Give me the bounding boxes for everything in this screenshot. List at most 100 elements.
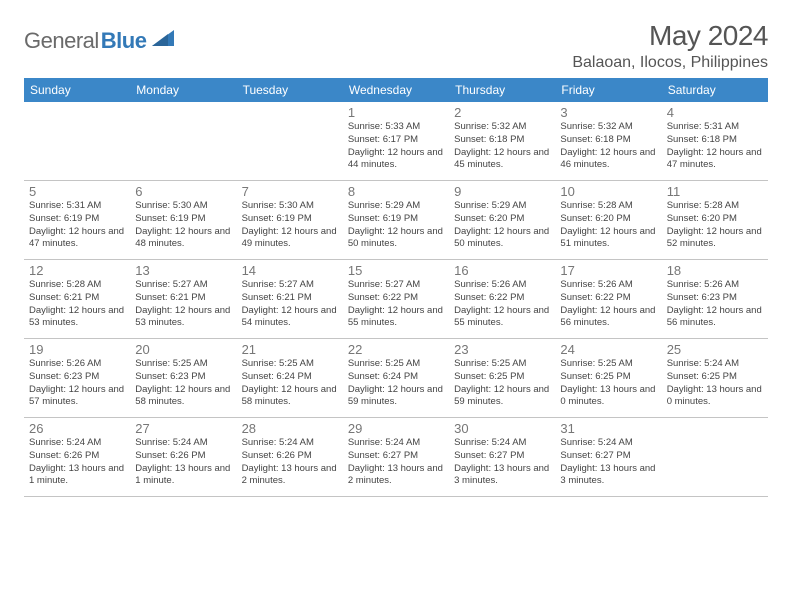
day-number: 16 bbox=[454, 263, 550, 278]
weekday-sunday: Sunday bbox=[24, 78, 130, 102]
day-number: 20 bbox=[135, 342, 231, 357]
calendar: Sunday Monday Tuesday Wednesday Thursday… bbox=[24, 78, 768, 497]
day-cell: 25Sunrise: 5:24 AMSunset: 6:25 PMDayligh… bbox=[662, 339, 768, 417]
day-cell bbox=[130, 102, 236, 180]
day-details: Sunrise: 5:31 AMSunset: 6:18 PMDaylight:… bbox=[667, 121, 763, 172]
day-details: Sunrise: 5:24 AMSunset: 6:27 PMDaylight:… bbox=[454, 437, 550, 488]
day-number: 9 bbox=[454, 184, 550, 199]
day-cell: 28Sunrise: 5:24 AMSunset: 6:26 PMDayligh… bbox=[237, 418, 343, 496]
week-row: 12Sunrise: 5:28 AMSunset: 6:21 PMDayligh… bbox=[24, 260, 768, 339]
day-cell: 19Sunrise: 5:26 AMSunset: 6:23 PMDayligh… bbox=[24, 339, 130, 417]
day-number: 18 bbox=[667, 263, 763, 278]
day-details: Sunrise: 5:26 AMSunset: 6:23 PMDaylight:… bbox=[29, 358, 125, 409]
day-cell bbox=[237, 102, 343, 180]
day-number: 5 bbox=[29, 184, 125, 199]
logo-text-blue: Blue bbox=[101, 28, 147, 54]
day-number: 29 bbox=[348, 421, 444, 436]
day-cell: 13Sunrise: 5:27 AMSunset: 6:21 PMDayligh… bbox=[130, 260, 236, 338]
weekday-tuesday: Tuesday bbox=[237, 78, 343, 102]
day-cell: 27Sunrise: 5:24 AMSunset: 6:26 PMDayligh… bbox=[130, 418, 236, 496]
weekday-thursday: Thursday bbox=[449, 78, 555, 102]
day-cell: 2Sunrise: 5:32 AMSunset: 6:18 PMDaylight… bbox=[449, 102, 555, 180]
day-number: 8 bbox=[348, 184, 444, 199]
day-cell: 30Sunrise: 5:24 AMSunset: 6:27 PMDayligh… bbox=[449, 418, 555, 496]
day-number: 26 bbox=[29, 421, 125, 436]
day-cell: 21Sunrise: 5:25 AMSunset: 6:24 PMDayligh… bbox=[237, 339, 343, 417]
day-cell: 5Sunrise: 5:31 AMSunset: 6:19 PMDaylight… bbox=[24, 181, 130, 259]
day-number: 24 bbox=[560, 342, 656, 357]
day-cell: 3Sunrise: 5:32 AMSunset: 6:18 PMDaylight… bbox=[555, 102, 661, 180]
day-number: 31 bbox=[560, 421, 656, 436]
day-details: Sunrise: 5:26 AMSunset: 6:22 PMDaylight:… bbox=[560, 279, 656, 330]
day-number: 25 bbox=[667, 342, 763, 357]
day-cell: 24Sunrise: 5:25 AMSunset: 6:25 PMDayligh… bbox=[555, 339, 661, 417]
day-details: Sunrise: 5:28 AMSunset: 6:20 PMDaylight:… bbox=[667, 200, 763, 251]
day-number: 3 bbox=[560, 105, 656, 120]
day-number: 22 bbox=[348, 342, 444, 357]
day-number: 12 bbox=[29, 263, 125, 278]
day-number: 14 bbox=[242, 263, 338, 278]
day-details: Sunrise: 5:25 AMSunset: 6:24 PMDaylight:… bbox=[348, 358, 444, 409]
day-number: 13 bbox=[135, 263, 231, 278]
month-title: May 2024 bbox=[572, 20, 768, 52]
day-number: 1 bbox=[348, 105, 444, 120]
day-number: 11 bbox=[667, 184, 763, 199]
weekday-saturday: Saturday bbox=[662, 78, 768, 102]
day-details: Sunrise: 5:27 AMSunset: 6:22 PMDaylight:… bbox=[348, 279, 444, 330]
day-cell: 12Sunrise: 5:28 AMSunset: 6:21 PMDayligh… bbox=[24, 260, 130, 338]
day-cell: 26Sunrise: 5:24 AMSunset: 6:26 PMDayligh… bbox=[24, 418, 130, 496]
day-number: 30 bbox=[454, 421, 550, 436]
day-number: 28 bbox=[242, 421, 338, 436]
week-row: 19Sunrise: 5:26 AMSunset: 6:23 PMDayligh… bbox=[24, 339, 768, 418]
day-cell: 11Sunrise: 5:28 AMSunset: 6:20 PMDayligh… bbox=[662, 181, 768, 259]
day-cell: 23Sunrise: 5:25 AMSunset: 6:25 PMDayligh… bbox=[449, 339, 555, 417]
day-cell: 14Sunrise: 5:27 AMSunset: 6:21 PMDayligh… bbox=[237, 260, 343, 338]
day-number: 7 bbox=[242, 184, 338, 199]
day-details: Sunrise: 5:30 AMSunset: 6:19 PMDaylight:… bbox=[242, 200, 338, 251]
day-cell: 29Sunrise: 5:24 AMSunset: 6:27 PMDayligh… bbox=[343, 418, 449, 496]
day-details: Sunrise: 5:27 AMSunset: 6:21 PMDaylight:… bbox=[135, 279, 231, 330]
day-details: Sunrise: 5:24 AMSunset: 6:26 PMDaylight:… bbox=[242, 437, 338, 488]
day-details: Sunrise: 5:25 AMSunset: 6:24 PMDaylight:… bbox=[242, 358, 338, 409]
weekday-wednesday: Wednesday bbox=[343, 78, 449, 102]
day-number: 2 bbox=[454, 105, 550, 120]
week-row: 26 Sunrise: 5:24 AMSunset: 6:26 PMDayligh… bbox=[24, 418, 768, 497]
day-details: Sunrise: 5:24 AMSunset: 6:26 PMDaylight:… bbox=[135, 437, 231, 488]
weekday-monday: Monday bbox=[130, 78, 236, 102]
day-details: Sunrise: 5:25 AMSunset: 6:25 PMDaylight:… bbox=[454, 358, 550, 409]
day-details: Sunrise: 5:24 AMSunset: 6:27 PMDaylight:… bbox=[348, 437, 444, 488]
week-row: 1Sunrise: 5:33 AMSunset: 6:17 PMDaylight… bbox=[24, 102, 768, 181]
day-details: Sunrise: 5:29 AMSunset: 6:19 PMDaylight:… bbox=[348, 200, 444, 251]
logo: GeneralBlue bbox=[24, 28, 174, 54]
day-number: 21 bbox=[242, 342, 338, 357]
day-details: Sunrise: 5:32 AMSunset: 6:18 PMDaylight:… bbox=[454, 121, 550, 172]
day-cell: 22Sunrise: 5:25 AMSunset: 6:24 PMDayligh… bbox=[343, 339, 449, 417]
day-details: Sunrise: 5:30 AMSunset: 6:19 PMDaylight:… bbox=[135, 200, 231, 251]
day-cell: 4Sunrise: 5:31 AMSunset: 6:18 PMDaylight… bbox=[662, 102, 768, 180]
header: GeneralBlue May 2024 Balaoan, Ilocos, Ph… bbox=[24, 20, 768, 72]
weeks-container: 1Sunrise: 5:33 AMSunset: 6:17 PMDaylight… bbox=[24, 102, 768, 497]
day-number: 10 bbox=[560, 184, 656, 199]
day-cell: 31Sunrise: 5:24 AMSunset: 6:27 PMDayligh… bbox=[555, 418, 661, 496]
day-cell bbox=[24, 102, 130, 180]
day-cell: 10Sunrise: 5:28 AMSunset: 6:20 PMDayligh… bbox=[555, 181, 661, 259]
day-number: 23 bbox=[454, 342, 550, 357]
day-number: 19 bbox=[29, 342, 125, 357]
day-cell: 20Sunrise: 5:25 AMSunset: 6:23 PMDayligh… bbox=[130, 339, 236, 417]
day-cell: 6Sunrise: 5:30 AMSunset: 6:19 PMDaylight… bbox=[130, 181, 236, 259]
day-details: Sunrise: 5:33 AMSunset: 6:17 PMDaylight:… bbox=[348, 121, 444, 172]
day-cell: 8Sunrise: 5:29 AMSunset: 6:19 PMDaylight… bbox=[343, 181, 449, 259]
day-number: 17 bbox=[560, 263, 656, 278]
day-cell: 18Sunrise: 5:26 AMSunset: 6:23 PMDayligh… bbox=[662, 260, 768, 338]
day-cell: 15Sunrise: 5:27 AMSunset: 6:22 PMDayligh… bbox=[343, 260, 449, 338]
day-cell: 7Sunrise: 5:30 AMSunset: 6:19 PMDaylight… bbox=[237, 181, 343, 259]
title-block: May 2024 Balaoan, Ilocos, Philippines bbox=[572, 20, 768, 72]
logo-triangle-icon bbox=[152, 30, 174, 46]
day-details: Sunrise: 5:31 AMSunset: 6:19 PMDaylight:… bbox=[29, 200, 125, 251]
day-cell: 9Sunrise: 5:29 AMSunset: 6:20 PMDaylight… bbox=[449, 181, 555, 259]
day-details: Sunrise: 5:29 AMSunset: 6:20 PMDaylight:… bbox=[454, 200, 550, 251]
day-details: Sunrise: 5:26 AMSunset: 6:22 PMDaylight:… bbox=[454, 279, 550, 330]
day-details: Sunrise: 5:28 AMSunset: 6:21 PMDaylight:… bbox=[29, 279, 125, 330]
day-details: Sunrise: 5:28 AMSunset: 6:20 PMDaylight:… bbox=[560, 200, 656, 251]
location: Balaoan, Ilocos, Philippines bbox=[572, 54, 768, 72]
